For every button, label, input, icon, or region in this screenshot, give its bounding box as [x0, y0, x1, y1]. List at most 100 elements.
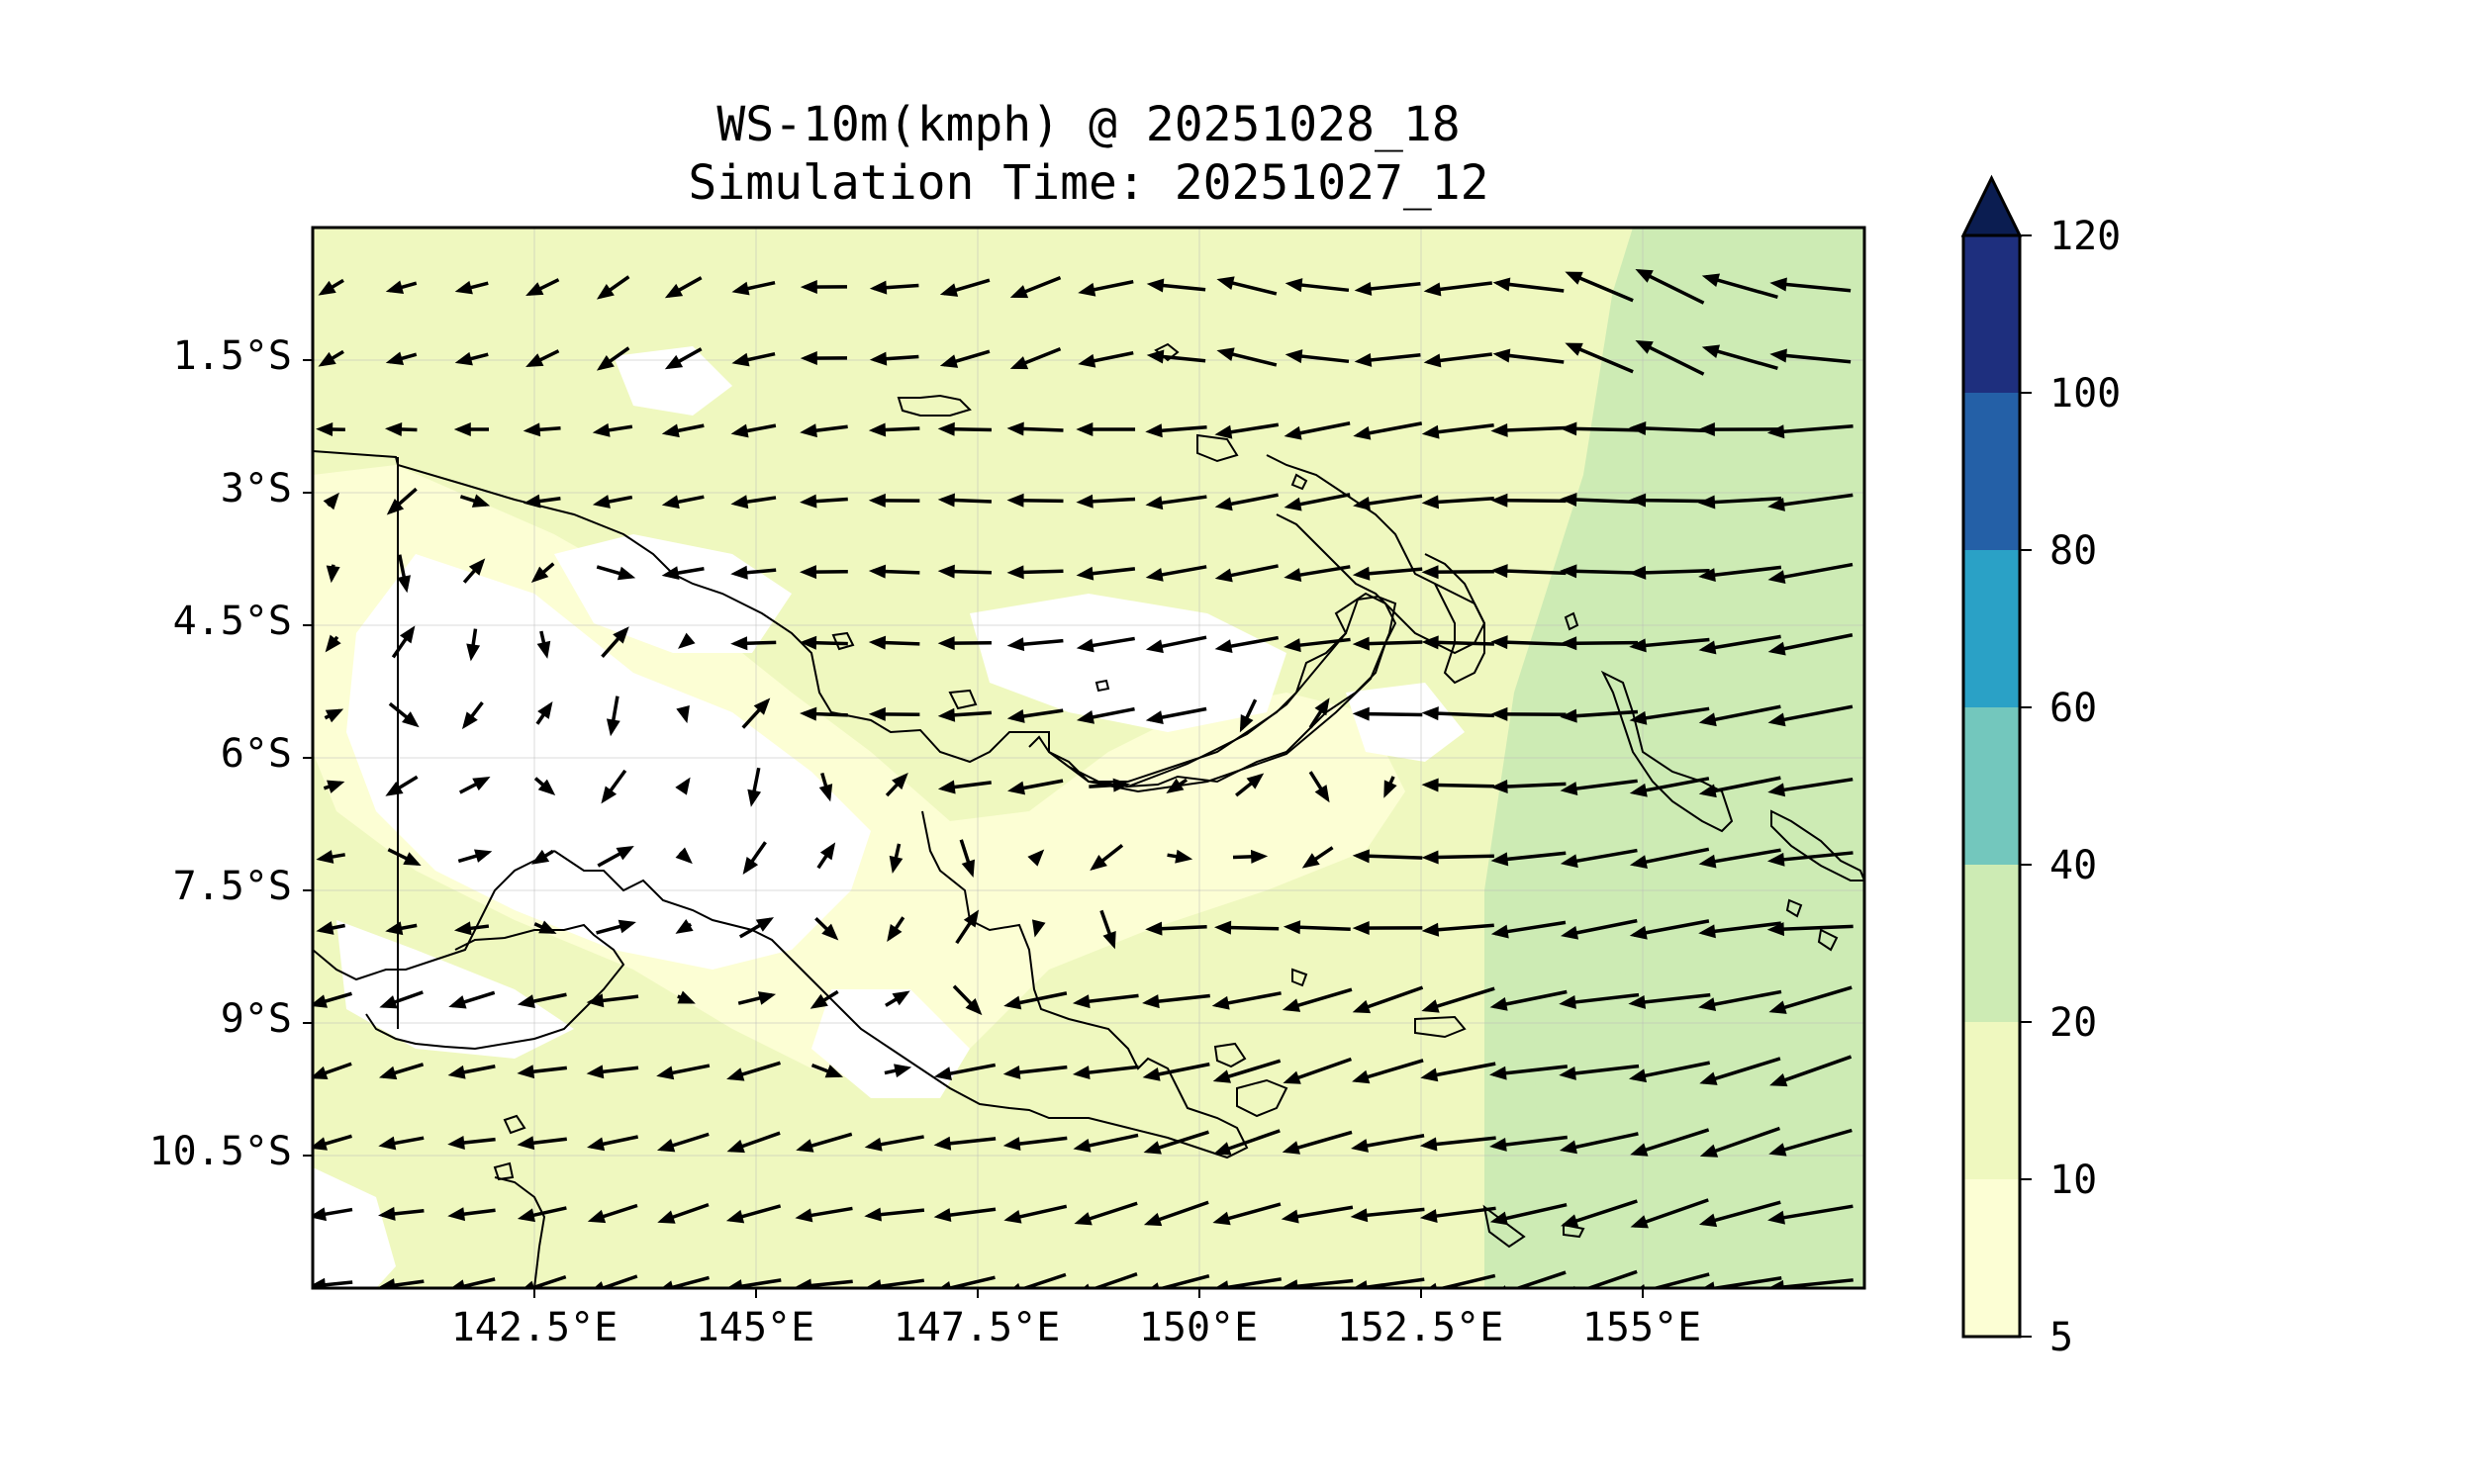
wind-arrow — [725, 1204, 782, 1224]
wind-arrow — [1076, 422, 1136, 437]
wind-arrow — [385, 280, 418, 295]
wind-arrow — [795, 1206, 853, 1223]
wind-arrow — [313, 1134, 352, 1151]
wind-vectors — [313, 268, 1854, 1288]
wind-arrow — [1352, 566, 1423, 581]
long-island — [948, 689, 978, 710]
wind-arrow — [799, 635, 848, 650]
wind-arrow — [1145, 635, 1207, 654]
colorbar-band — [1963, 1179, 2020, 1337]
wind-arrow — [1492, 348, 1565, 364]
torres-strait-cape-york — [494, 1176, 546, 1288]
wind-arrow — [656, 1132, 710, 1153]
wind-arrow — [661, 423, 705, 438]
wind-arrow — [1766, 922, 1854, 937]
colorbar-tick-label: 5 — [2049, 1315, 2073, 1360]
wind-arrow — [1146, 278, 1206, 293]
wind-arrow — [1099, 909, 1116, 950]
wind-arrow — [661, 495, 705, 510]
wind-arrow — [316, 921, 345, 935]
colorbar-tick-label: 100 — [2049, 371, 2121, 417]
wind-arrow — [517, 1206, 567, 1223]
wind-arrow — [1002, 1136, 1068, 1152]
wind-arrow — [1635, 268, 1705, 305]
wind-arrow — [1145, 706, 1207, 724]
wind-arrow — [1281, 1278, 1354, 1288]
wind-arrow — [1009, 346, 1062, 370]
wind-arrow — [586, 993, 639, 1008]
wind-arrow — [1006, 708, 1064, 723]
wind-arrow — [1281, 1205, 1354, 1224]
wind-arrow — [454, 280, 489, 295]
wind-arrow — [1560, 848, 1638, 869]
wind-arrow — [731, 280, 776, 296]
wind-arrow — [1766, 851, 1854, 867]
wind-arrow — [596, 919, 636, 935]
y-tick-label: 10.5°S — [149, 1129, 293, 1174]
wind-arrow — [378, 1136, 425, 1151]
manus-island — [897, 394, 972, 417]
wind-arrow — [523, 494, 561, 509]
wind-arrow — [1768, 985, 1853, 1014]
wind-arrow — [1009, 275, 1062, 299]
wind-arrow — [1284, 637, 1351, 653]
wind-arrow — [535, 700, 553, 725]
wind-arrow — [592, 495, 633, 509]
wind-arrow — [933, 1207, 997, 1223]
wind-arrow — [933, 1063, 997, 1080]
wind-arrow — [1767, 493, 1854, 511]
wind-arrow — [868, 635, 920, 650]
wind-arrow — [1143, 1130, 1209, 1155]
wind-arrow — [447, 1207, 496, 1222]
wind-arrow — [1767, 777, 1854, 797]
wind-arrow — [323, 492, 339, 510]
wind-arrow — [1350, 1207, 1425, 1223]
wind-arrow — [731, 351, 776, 367]
wind-arrow — [378, 1206, 425, 1221]
wind-arrow — [1076, 636, 1135, 653]
wind-arrow — [525, 349, 560, 368]
wind-arrow — [939, 1275, 996, 1288]
wind-arrow — [326, 564, 340, 584]
wind-arrow — [1073, 1133, 1139, 1153]
speed-region-calm-land — [313, 346, 1465, 1288]
wind-arrow — [1421, 850, 1494, 865]
colorbar-band — [1963, 235, 2020, 393]
wind-arrow — [889, 843, 904, 874]
wind-arrow — [1629, 777, 1710, 797]
wind-arrow — [1006, 637, 1064, 652]
wind-arrow — [384, 421, 418, 436]
wind-arrow — [1284, 565, 1351, 582]
huon-peninsula — [1048, 595, 1397, 793]
wind-arrow — [730, 495, 777, 510]
wind-arrow — [1002, 1065, 1068, 1079]
wind-arrow — [1697, 495, 1782, 510]
woodlark-island — [1414, 1015, 1467, 1039]
chart-subtitle: Simulation Time: 20251027_12 — [688, 155, 1489, 211]
wind-arrow — [885, 990, 910, 1007]
wind-arrow — [313, 1207, 353, 1222]
wind-arrow — [1214, 493, 1279, 511]
wind-arrow — [517, 1136, 567, 1151]
wind-arrow — [1490, 422, 1567, 437]
wind-arrow — [741, 697, 771, 729]
wind-arrow — [1560, 779, 1638, 796]
wind-arrow — [726, 1131, 781, 1154]
wind-arrow — [1628, 992, 1711, 1009]
wind-arrow — [1490, 851, 1567, 867]
wind-arrow — [1354, 281, 1421, 296]
wind-arrow — [1007, 779, 1064, 795]
wind-arrow — [1353, 494, 1423, 510]
wind-arrow — [1090, 844, 1124, 872]
wind-arrow — [1006, 493, 1064, 508]
wind-arrow — [1301, 846, 1334, 869]
wind-arrow — [1698, 921, 1782, 939]
wind-arrow — [1146, 349, 1206, 364]
wind-arrow — [742, 841, 767, 876]
wind-arrow — [1629, 493, 1710, 508]
wind-arrow — [592, 422, 633, 437]
wind-arrow — [796, 1132, 853, 1153]
y-tick-label: 3°S — [221, 466, 292, 511]
y-tick-label: 4.5°S — [173, 599, 292, 644]
wind-arrow — [677, 990, 696, 1004]
